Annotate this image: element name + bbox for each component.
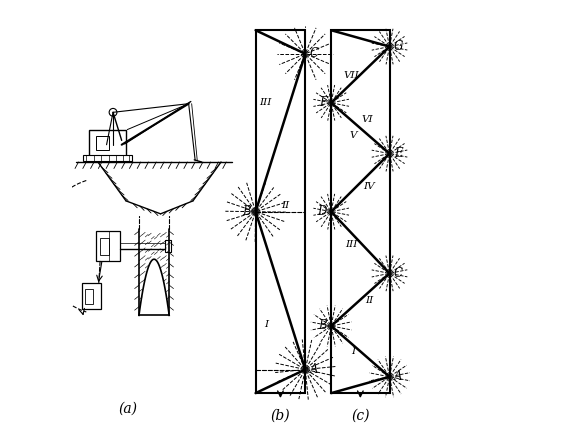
Bar (82, 283, 101, 309)
Text: III: III (346, 240, 358, 249)
Text: II: II (281, 201, 289, 210)
Bar (83, 155, 132, 161)
Circle shape (109, 108, 117, 116)
Text: A: A (310, 363, 318, 376)
Bar (96, 231, 120, 261)
Bar (331, 30, 389, 393)
Text: G: G (394, 40, 403, 53)
Text: C: C (310, 48, 319, 60)
Bar (100, 238, 109, 255)
Text: B: B (242, 205, 251, 218)
Text: (a): (a) (119, 401, 138, 415)
Text: I: I (264, 320, 268, 329)
Text: IV: IV (363, 182, 375, 191)
Text: (c): (c) (351, 409, 370, 422)
Text: D: D (317, 205, 327, 218)
Text: I: I (351, 347, 355, 356)
Text: B: B (319, 320, 327, 333)
Text: V: V (350, 131, 357, 140)
Text: C: C (394, 267, 403, 280)
Bar (165, 240, 171, 252)
Text: VII: VII (344, 71, 359, 80)
Bar (89, 130, 126, 156)
Bar (85, 289, 93, 304)
Text: A: A (394, 370, 403, 383)
Text: III: III (259, 98, 271, 107)
Text: F: F (319, 96, 327, 109)
Text: E: E (394, 147, 403, 160)
Text: VI: VI (362, 114, 373, 124)
Text: II: II (365, 296, 373, 305)
Bar (256, 30, 305, 393)
Text: (b): (b) (271, 409, 290, 422)
Bar (96, 136, 109, 150)
